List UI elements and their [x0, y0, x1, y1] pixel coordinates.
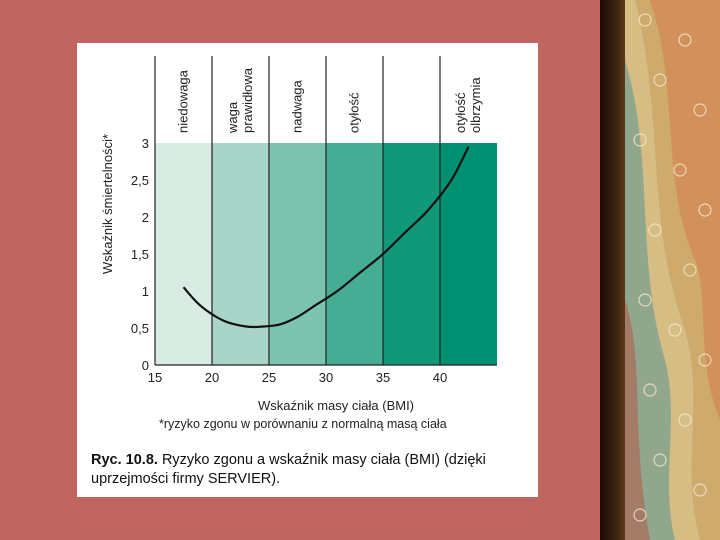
x-tick-label-1: 20	[205, 370, 219, 385]
decorative-dark-band	[600, 0, 625, 540]
caption-number: Ryc. 10.8.	[91, 452, 158, 468]
x-axis-title: Wskaźnik masy ciała (BMI)	[258, 398, 414, 413]
x-tick-label-3: 30	[319, 370, 333, 385]
curve-layer	[182, 146, 470, 329]
bmi-band-2	[269, 143, 326, 365]
bmi-band-4	[383, 143, 440, 365]
band-label-3-0: otyłość	[347, 92, 362, 133]
y-axis-title: Wskaźnik śmiertelności*	[100, 134, 115, 274]
y-tick-label-6: 3	[142, 136, 149, 151]
bmi-band-0	[155, 143, 212, 365]
decorative-pattern-panel	[625, 0, 720, 540]
decorative-ribbon-art	[625, 0, 720, 540]
band-label-4-0: otyłość	[453, 92, 468, 133]
y-tick-label-0: 0	[142, 358, 149, 373]
band-label-0-0: niedowaga	[176, 69, 191, 133]
band-label-1-0: waga	[225, 101, 240, 134]
mortality-curve-0	[182, 146, 470, 329]
bmi-band-layer	[155, 143, 497, 365]
y-tick-label-1: 0,5	[131, 321, 149, 336]
y-tick-label-4: 2	[142, 210, 149, 225]
bmi-mortality-chart: niedowaga waga prawidłowa nadwaga otyłość oty…	[100, 56, 497, 413]
band-label-1-1: prawidłowa	[240, 67, 255, 133]
bmi-band-5	[440, 143, 497, 365]
axis-layer: 0 0,5 1 1,5 2 2,5 3 15 20 25 30 35 40 Wskaźnik masy c…	[100, 56, 497, 413]
y-tick-label-3: 1,5	[131, 247, 149, 262]
chart-footnote: *ryzyko zgonu w porównaniu z normalną ma…	[159, 417, 447, 431]
band-label-4-1: olbrzymia	[468, 77, 483, 133]
band-label-2-0: nadwaga	[290, 79, 305, 133]
x-tick-label-0: 15	[148, 370, 162, 385]
x-tick-label-4: 35	[376, 370, 390, 385]
y-tick-label-5: 2,5	[131, 173, 149, 188]
bmi-band-1	[212, 143, 269, 365]
y-tick-label-2: 1	[142, 284, 149, 299]
x-tick-label-5: 40	[433, 370, 447, 385]
chart-card: niedowaga waga prawidłowa nadwaga otyłość oty…	[77, 43, 538, 497]
figure-caption: Ryc. 10.8. Ryzyko zgonu a wskaźnik masy …	[91, 451, 536, 489]
bmi-band-3	[326, 143, 383, 365]
caption-text: Ryzyko zgonu a wskaźnik masy ciała (BMI)…	[91, 452, 486, 487]
x-tick-label-2: 25	[262, 370, 276, 385]
band-label-layer: niedowaga waga prawidłowa nadwaga otyłość oty…	[176, 67, 484, 134]
